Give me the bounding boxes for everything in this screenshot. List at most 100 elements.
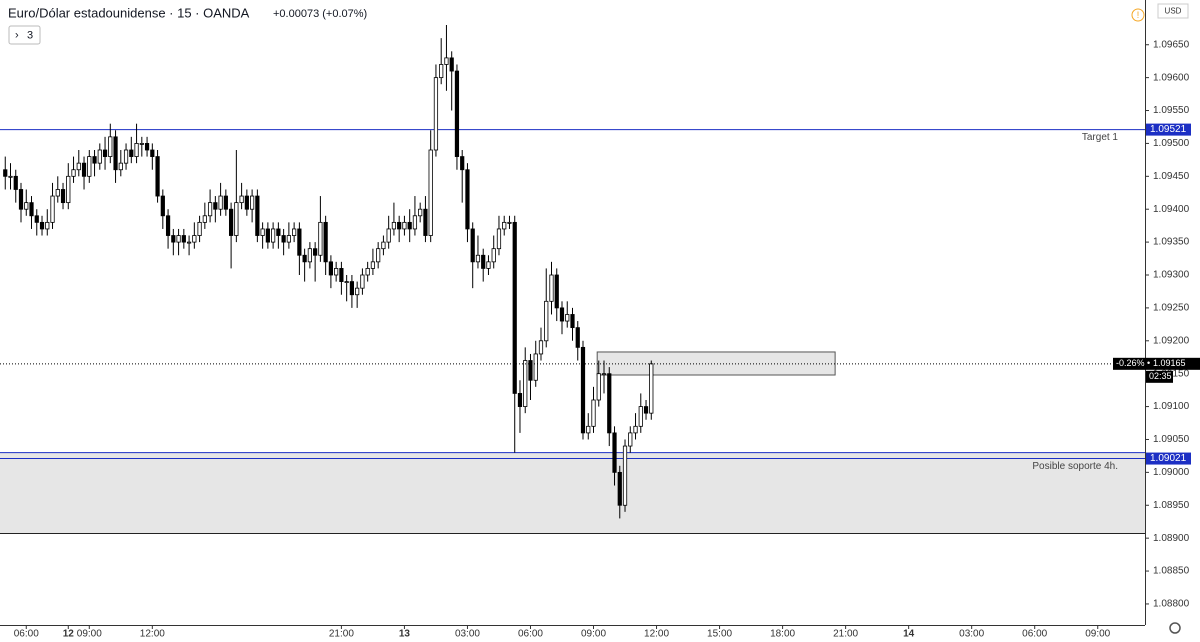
candle-body [218, 195, 223, 210]
candle-body [228, 208, 234, 236]
x-tick-label: 12 [63, 629, 75, 640]
indicators-toggle-arrow: › [15, 29, 19, 41]
candle-body [176, 235, 181, 243]
zone [0, 452, 1145, 534]
candle-body [465, 169, 470, 230]
settings-icon[interactable] [1169, 622, 1181, 634]
candle-body [192, 235, 197, 243]
candle-body [313, 248, 318, 256]
candle-body [239, 195, 244, 204]
symbol-title: Euro/Dólar estadounidense · 15 · OANDA [8, 5, 250, 20]
x-tick-label: 09:00 [581, 629, 606, 640]
candle-body [307, 248, 312, 263]
x-tick-label: 06:00 [14, 629, 39, 640]
countdown: 02:35 [1149, 371, 1172, 381]
axis-price-badge [1146, 452, 1191, 465]
candle-body [3, 169, 8, 177]
candle-body [397, 221, 402, 230]
candle-body [449, 57, 454, 72]
y-tick-label: 1.09050 [1153, 434, 1190, 445]
candle-body [517, 393, 523, 407]
candle-body [649, 363, 654, 414]
candle-body [139, 143, 144, 145]
candle-body [496, 228, 502, 250]
last-price-badge [1113, 357, 1200, 370]
candle-body [591, 399, 596, 427]
currency-label: USD [1165, 7, 1182, 16]
axis-price-badge [1146, 123, 1191, 136]
price-change: +0.00073 (+0.07%) [273, 8, 367, 20]
warning-icon[interactable] [1131, 8, 1145, 22]
candle-body [365, 268, 370, 276]
candle-body [13, 175, 18, 190]
candle-body [24, 202, 29, 210]
x-tick-label: 13 [399, 629, 411, 640]
candle-body [39, 221, 45, 230]
candle-body [559, 307, 565, 322]
y-tick-label: 1.09550 [1153, 105, 1190, 116]
candle-body [29, 202, 34, 217]
candle-body [323, 221, 328, 263]
candle-body [418, 208, 423, 217]
y-tick-label: 1.08800 [1153, 599, 1190, 610]
candle-body [575, 327, 580, 348]
candle-body [339, 268, 344, 282]
candle-body [108, 136, 113, 157]
candle-body [402, 221, 407, 230]
candle-body [386, 228, 391, 243]
candle-body [643, 406, 649, 414]
candle-body [150, 149, 155, 157]
x-tick-label: 09:00 [77, 629, 102, 640]
countdown-badge [1146, 370, 1173, 383]
y-tick-label: 1.09450 [1153, 171, 1190, 182]
y-tick-label: 1.09250 [1153, 303, 1190, 314]
candle-body [549, 274, 554, 302]
zone [596, 351, 836, 376]
x-tick-label: 21:00 [329, 629, 354, 640]
candle-body [165, 215, 171, 236]
candle-body [160, 195, 165, 217]
x-tick-label: 03:00 [959, 629, 984, 640]
x-tick-label: 03:00 [455, 629, 480, 640]
y-tick-label: 1.09400 [1153, 204, 1190, 215]
y-tick-label: 1.08850 [1153, 566, 1190, 577]
candle-body [197, 221, 202, 236]
candle-body [570, 314, 575, 329]
candle-body [318, 221, 323, 256]
candle-body [638, 406, 643, 427]
candle-body [202, 215, 207, 223]
candle-body [129, 149, 134, 157]
candle-body [460, 156, 465, 171]
candle-body [181, 235, 186, 243]
y-tick-label: 1.09200 [1153, 335, 1190, 346]
y-tick-label: 1.09100 [1153, 401, 1190, 412]
candle-body [302, 254, 307, 263]
candle-body [580, 346, 586, 434]
candle-body [376, 248, 381, 263]
y-tick-label: 1.09350 [1153, 237, 1190, 248]
candle-body [134, 143, 139, 157]
candle-body [244, 195, 249, 210]
candle-body [271, 228, 276, 243]
candle-body [97, 149, 102, 164]
candle-body [66, 175, 71, 204]
y-tick-label: 1.08950 [1153, 500, 1190, 511]
candle-body [360, 274, 365, 289]
candle-body [34, 215, 39, 223]
currency-box[interactable] [1157, 3, 1189, 19]
candle-body [292, 228, 297, 236]
candle-body [486, 261, 491, 269]
candle-body [617, 471, 622, 506]
candle-body [55, 189, 60, 197]
candle-body [433, 77, 439, 151]
indicators-toggle[interactable] [8, 25, 41, 45]
candle-body [344, 281, 349, 283]
candle-body [234, 202, 239, 236]
candle-body [491, 248, 496, 263]
y-tick-label: 1.09300 [1153, 270, 1190, 281]
candle-body [481, 254, 486, 269]
candle-body [565, 314, 570, 322]
candle-body [155, 156, 160, 197]
y-tick-label: 1.09000 [1153, 467, 1190, 478]
